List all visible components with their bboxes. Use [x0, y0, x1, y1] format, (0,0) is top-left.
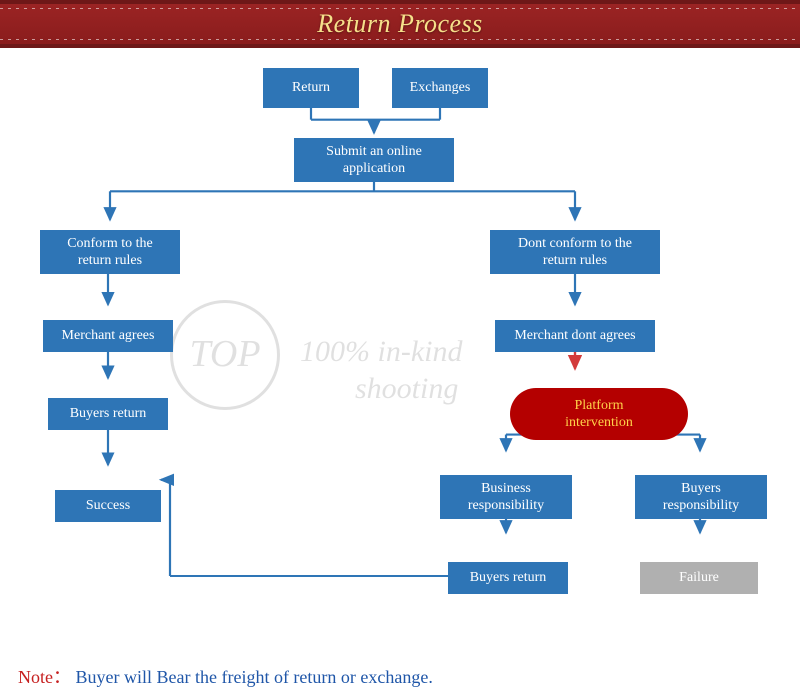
- watermark-circle: TOP: [170, 300, 280, 410]
- note-text: Buyer will Bear the freight of return or…: [76, 667, 433, 687]
- node-bizresp: Businessresponsibility: [440, 475, 572, 519]
- node-exchanges: Exchanges: [392, 68, 488, 108]
- footer-note: Note： Buyer will Bear the freight of ret…: [18, 663, 433, 689]
- node-dontconform: Dont conform to thereturn rules: [490, 230, 660, 274]
- watermark: TOP 100% in-kind shooting: [170, 300, 280, 410]
- node-failure: Failure: [640, 562, 758, 594]
- banner-title: Return Process: [317, 9, 483, 39]
- banner: Return Process: [0, 0, 800, 48]
- note-label: Note：: [18, 667, 71, 687]
- node-buyersreturn1: Buyers return: [48, 398, 168, 430]
- node-submit: Submit an onlineapplication: [294, 138, 454, 182]
- node-conform: Conform to thereturn rules: [40, 230, 180, 274]
- node-platform: Platformintervention: [510, 388, 688, 440]
- node-success: Success: [55, 490, 161, 522]
- node-buyresp: Buyersresponsibility: [635, 475, 767, 519]
- node-merchagree: Merchant agrees: [43, 320, 173, 352]
- node-return: Return: [263, 68, 359, 108]
- node-buyersreturn2: Buyers return: [448, 562, 568, 594]
- node-merchdont: Merchant dont agrees: [495, 320, 655, 352]
